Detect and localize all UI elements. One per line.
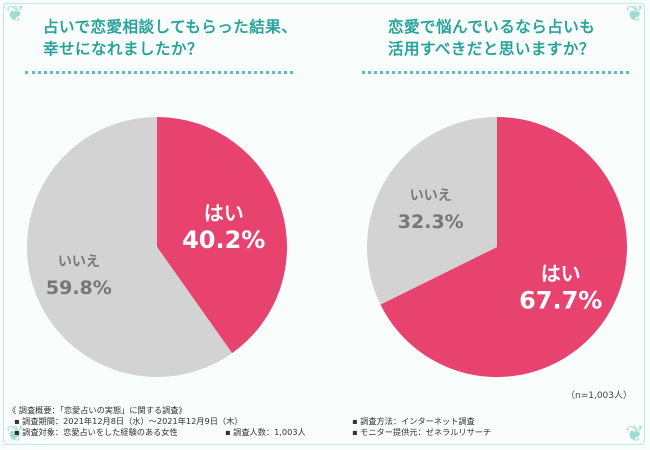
decorative-border xyxy=(3,3,645,445)
pie1-slice-no xyxy=(27,116,233,377)
left-title-line1: 占いで恋愛相談してもらった結果、 xyxy=(43,18,298,36)
pie2-value-yes: 67.7% xyxy=(519,287,602,315)
left-dotted-divider xyxy=(25,71,293,74)
pie1-label-yes: はい xyxy=(204,201,244,225)
corner-ornament-icon: ❦ xyxy=(6,422,25,447)
pie2-label-yes: はい xyxy=(541,262,581,286)
sample-size-note: （n=1,003人） xyxy=(565,391,632,401)
pie1-value-no: 59.8% xyxy=(46,277,112,299)
pie2-value-no: 32.3% xyxy=(398,211,464,233)
survey-target: ▪ 調査対象：恋愛占いをした経験のある女性 xyxy=(14,427,178,437)
right-title-line1: 恋愛で悩んでいるなら占いも xyxy=(388,18,596,36)
pie2-slice-yes xyxy=(380,117,627,377)
corner-ornament-icon: ❦ xyxy=(6,2,25,27)
corner-ornament-icon: ❦ xyxy=(625,422,644,447)
survey-provider: ▪ モニター提供元：ゼネラルリサーチ xyxy=(352,427,492,437)
survey-period: ▪ 調査期間：2021年12月8日（水）〜2021年12月9日（木） xyxy=(14,416,243,426)
pie1-slice-yes xyxy=(157,117,288,354)
right-dotted-divider xyxy=(362,71,629,74)
pie2-label-no: いいえ xyxy=(410,188,452,204)
survey-method: ▪ 調査方法：インターネット調査 xyxy=(352,416,475,426)
pie1-value-yes: 40.2% xyxy=(182,226,265,254)
left-title-line2: 幸せになれましたか？ xyxy=(43,40,204,58)
pie2-slice-no xyxy=(366,117,497,305)
pie1-label-no: いいえ xyxy=(58,254,100,270)
survey-overview: 《 調査概要：「恋愛占いの実態」に関する調査》 xyxy=(8,405,187,415)
survey-count: ▪ 調査人数：1,003人 xyxy=(225,427,306,437)
right-title-line2: 活用すべきだと思いますか？ xyxy=(388,40,595,58)
corner-ornament-icon: ❦ xyxy=(625,2,644,27)
right-question-title: 恋愛で悩んでいるなら占いも 活用すべきだと思いますか？ xyxy=(388,16,628,60)
left-question-title: 占いで恋愛相談してもらった結果、 幸せになれましたか？ xyxy=(43,16,323,60)
